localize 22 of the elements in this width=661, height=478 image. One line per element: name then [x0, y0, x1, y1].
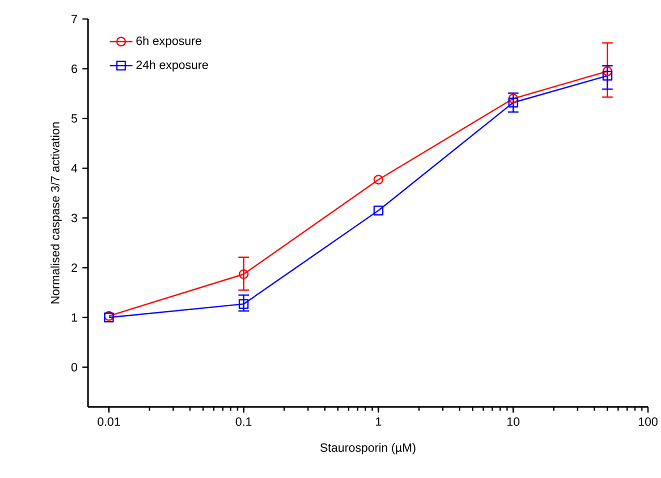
point — [374, 206, 384, 216]
y-tick-label: 1 — [72, 313, 78, 322]
x-axis-title: Staurosporin (µM) — [320, 443, 416, 454]
x-tick-label: 100 — [638, 417, 658, 426]
y-tick-label: 6 — [72, 64, 78, 74]
y-tick-label: 5 — [71, 114, 78, 123]
x-tick-label: 10 — [507, 417, 520, 426]
x-tick-label: 1 — [376, 417, 382, 426]
point — [508, 98, 518, 108]
y-tick-label: 3 — [71, 214, 78, 222]
y-tick-label: 2 — [72, 264, 78, 272]
x-tick-label: 0.1 — [236, 417, 252, 426]
x-tick-label: 0.01 — [98, 417, 120, 426]
y-tick-label: 4 — [71, 164, 78, 172]
point — [238, 299, 249, 309]
legend-label: 6h exposure — [136, 36, 202, 48]
y-tick-label: 7 — [72, 14, 78, 24]
y-tick-label: 0 — [71, 362, 78, 372]
point — [238, 269, 249, 280]
point — [374, 174, 384, 185]
legend-label: 24h exposure — [136, 60, 208, 72]
y-axis-title: Normalised caspase 3/7 activation — [50, 122, 62, 304]
